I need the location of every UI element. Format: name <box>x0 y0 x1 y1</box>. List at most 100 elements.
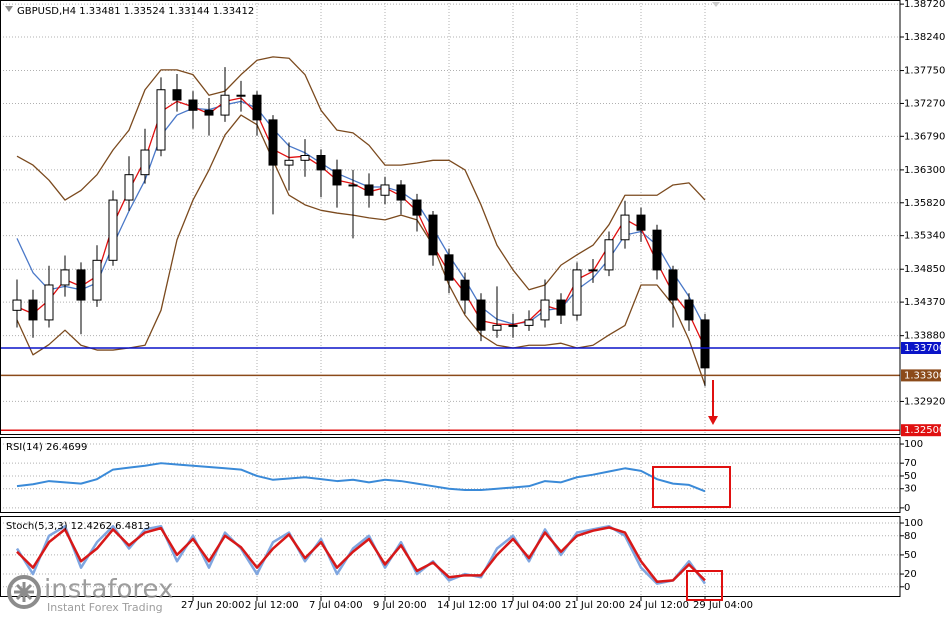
indicator-line <box>16 100 706 328</box>
candle-body <box>380 184 390 196</box>
candle-body <box>476 299 486 331</box>
y-tick-label: 1.33880 <box>904 331 945 342</box>
candle-body <box>604 239 614 271</box>
y-tick-label: 1.36300 <box>904 165 945 176</box>
indicator-line <box>16 526 706 583</box>
candle-body <box>620 214 630 241</box>
candle-body <box>236 94 246 97</box>
chart-icon <box>5 6 13 12</box>
y-tick-label: 1.38720 <box>904 0 945 10</box>
y-tick-label: 1.35340 <box>904 231 945 242</box>
y-tick-label: 0 <box>904 503 910 514</box>
candle-body <box>124 174 134 201</box>
candle-body <box>348 184 358 187</box>
candle-body <box>636 214 646 231</box>
level-label-box <box>901 424 941 437</box>
candle-body <box>284 159 294 166</box>
rsi-title: RSI(14) 26.4699 <box>6 442 87 453</box>
candle-body <box>252 94 262 121</box>
candle-body <box>556 299 566 316</box>
y-tick-label: 20 <box>904 569 917 580</box>
indicator-line <box>15 524 707 585</box>
x-tick-label: 14 Jul 12:00 <box>437 600 497 611</box>
candle-body <box>12 299 22 311</box>
candle-body <box>460 279 470 301</box>
candle-body <box>60 269 70 286</box>
candle-body <box>364 184 374 196</box>
logo-mark <box>14 582 34 602</box>
x-tick-label: 7 Jul 04:00 <box>309 600 363 611</box>
arrow-head <box>708 416 718 425</box>
y-tick-label: 50 <box>904 550 917 561</box>
candle-body <box>44 284 54 321</box>
candle-body <box>76 269 86 301</box>
candle-body <box>684 299 694 321</box>
slogan: Instant Forex Trading <box>47 601 163 614</box>
x-tick-label: 27 Jun 20:00 <box>181 600 245 611</box>
panel-frame <box>0 0 901 435</box>
x-tick-label: 29 Jul 04:00 <box>693 600 753 611</box>
candle-body <box>652 229 662 271</box>
candle-body <box>524 319 534 326</box>
level-label: 1.33300 <box>904 370 945 381</box>
candle-body <box>412 199 422 216</box>
y-tick-label: 100 <box>904 518 923 529</box>
candle-body <box>220 94 230 116</box>
level-label: 1.33700 <box>904 343 945 354</box>
y-tick-label: 1.37270 <box>904 98 945 109</box>
x-tick-label: 24 Jul 12:00 <box>629 600 689 611</box>
y-tick-label: 1.35820 <box>904 198 945 209</box>
indicator-line <box>16 56 706 291</box>
candle-body <box>156 89 166 151</box>
y-tick-label: 1.34850 <box>904 264 945 275</box>
candle-body <box>700 319 710 369</box>
candle-body <box>204 109 214 116</box>
candle-body <box>540 299 550 321</box>
x-tick-label: 17 Jul 04:00 <box>501 600 561 611</box>
candle-body <box>300 155 310 161</box>
y-tick-label: 100 <box>904 439 923 450</box>
candle-body <box>188 99 198 111</box>
candle-body <box>172 89 182 101</box>
candle-body <box>572 269 582 316</box>
chart-title: GBPUSD,H4 1.33481 1.33524 1.33144 1.3341… <box>17 6 254 17</box>
level-label: 1.32500 <box>904 425 945 436</box>
y-tick-label: 80 <box>904 531 917 542</box>
candle-body <box>428 214 438 256</box>
candle-body <box>108 199 118 261</box>
y-tick-label: 1.36790 <box>904 131 945 142</box>
brand: instaforex <box>44 575 173 605</box>
highlight-box <box>652 466 731 508</box>
x-tick-label: 9 Jul 20:00 <box>373 600 427 611</box>
y-tick-label: 1.32920 <box>904 396 945 407</box>
candle-body <box>396 184 406 201</box>
candle-body <box>444 254 454 281</box>
candle-body <box>92 259 102 301</box>
candle-body <box>492 324 502 331</box>
candle-body <box>28 299 38 321</box>
y-tick-label: 1.37750 <box>904 66 945 77</box>
candle-body <box>140 149 150 176</box>
watermark: instaforex Instant Forex Trading <box>7 575 173 614</box>
candle-body <box>668 269 678 301</box>
level-label-box <box>901 369 941 382</box>
highlight-box <box>686 570 723 601</box>
scroll-icon <box>712 2 720 7</box>
indicator-line <box>16 462 706 493</box>
candle-body <box>508 324 518 327</box>
panel-frame <box>0 437 901 513</box>
candle-body <box>588 269 598 272</box>
y-tick-label: 30 <box>904 484 917 495</box>
level-label-box <box>901 342 941 354</box>
logo-ring <box>7 575 41 609</box>
y-tick-label: 0 <box>904 582 910 593</box>
candle-body <box>268 119 278 166</box>
y-tick-label: 1.34370 <box>904 297 945 308</box>
x-tick-label: 21 Jul 20:00 <box>565 600 625 611</box>
x-tick-label: 2 Jul 12:00 <box>245 600 299 611</box>
candle-body <box>316 155 326 171</box>
y-tick-label: 1.38240 <box>904 32 945 43</box>
y-tick-label: 70 <box>904 458 917 469</box>
